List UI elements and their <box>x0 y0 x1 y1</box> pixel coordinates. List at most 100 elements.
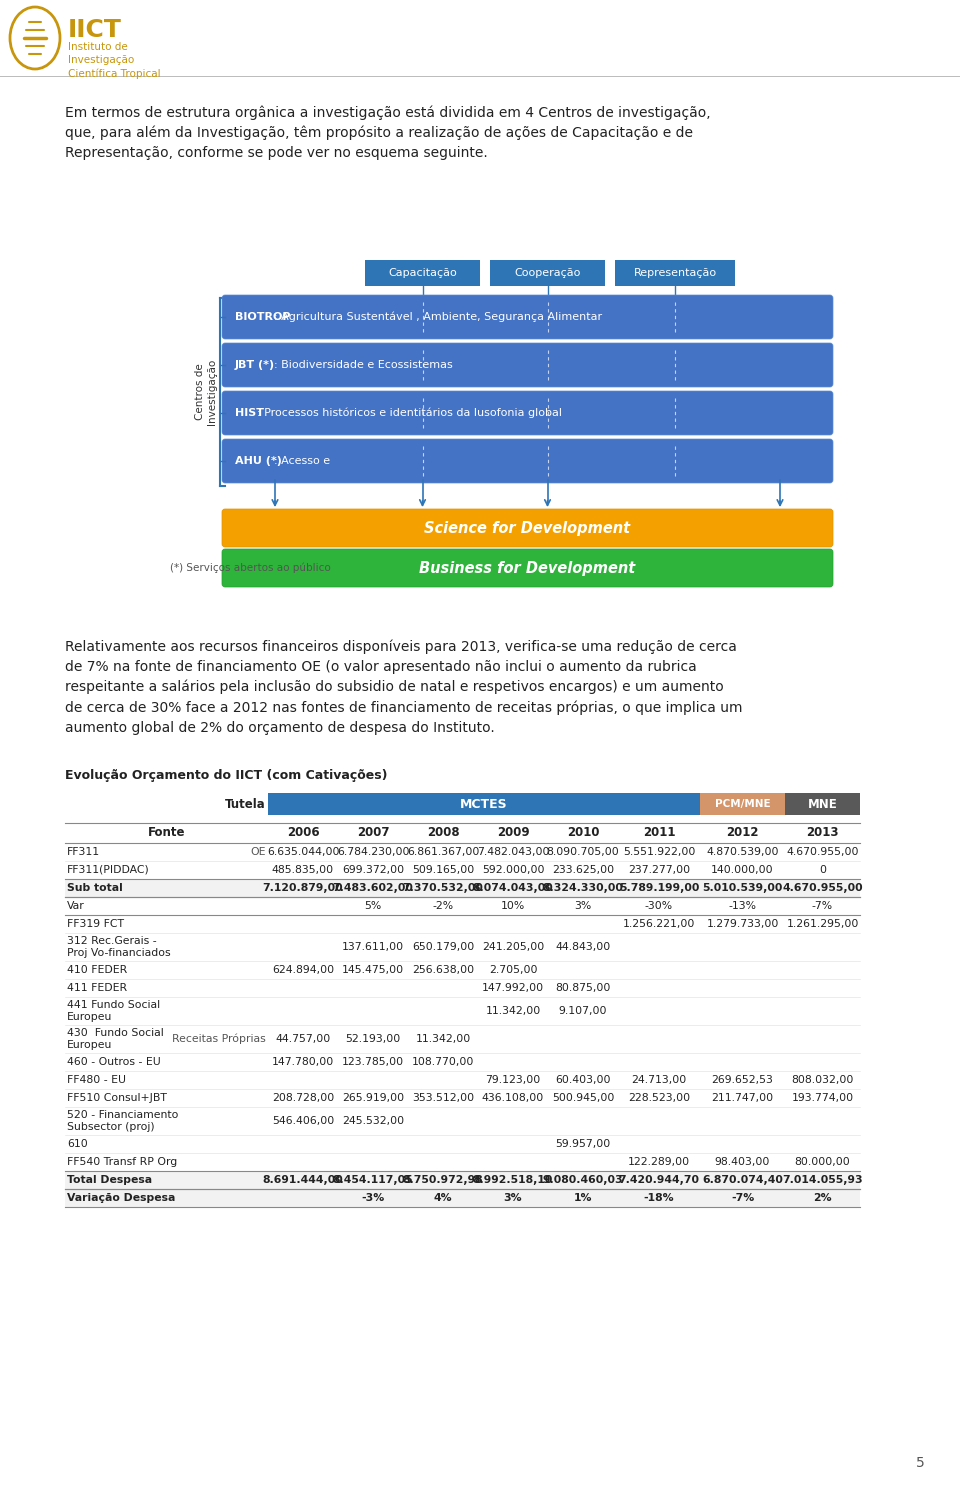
Text: 245.532,00: 245.532,00 <box>342 1116 404 1126</box>
Text: 5.789.199,00: 5.789.199,00 <box>619 882 699 893</box>
Text: 10%: 10% <box>501 900 525 911</box>
Text: Cooperação: Cooperação <box>515 268 581 279</box>
Text: AHU (*): AHU (*) <box>235 455 282 466</box>
FancyBboxPatch shape <box>222 548 833 587</box>
FancyBboxPatch shape <box>365 261 480 286</box>
Text: 4.670.955,00: 4.670.955,00 <box>786 846 859 857</box>
Text: 256.638,00: 256.638,00 <box>412 965 474 975</box>
Text: 8.992.518,10: 8.992.518,10 <box>473 1174 553 1185</box>
Text: HIST: HIST <box>235 407 264 418</box>
Text: 9.107,00: 9.107,00 <box>559 1007 608 1016</box>
Text: 2009: 2009 <box>496 827 529 839</box>
Text: 2010: 2010 <box>566 827 599 839</box>
Text: 5%: 5% <box>365 900 382 911</box>
Text: 108.770,00: 108.770,00 <box>412 1058 474 1067</box>
Text: 4.670.955,00: 4.670.955,00 <box>782 882 863 893</box>
Text: 312 Rec.Gerais -
Proj Vo-financiados: 312 Rec.Gerais - Proj Vo-financiados <box>67 936 171 957</box>
Text: 60.403,00: 60.403,00 <box>555 1076 611 1085</box>
Text: Em termos de estrutura orgânica a investigação está dividida em 4 Centros de inv: Em termos de estrutura orgânica a invest… <box>65 105 710 160</box>
Text: 98.403,00: 98.403,00 <box>715 1156 770 1167</box>
Text: PCM/MNE: PCM/MNE <box>714 798 770 809</box>
Text: 1.256.221,00: 1.256.221,00 <box>623 918 695 929</box>
Text: 24.713,00: 24.713,00 <box>632 1076 686 1085</box>
Text: Science for Development: Science for Development <box>424 520 631 535</box>
Text: 147.780,00: 147.780,00 <box>272 1058 334 1067</box>
Text: 11.342,00: 11.342,00 <box>416 1034 470 1044</box>
Text: 145.475,00: 145.475,00 <box>342 965 404 975</box>
FancyBboxPatch shape <box>222 509 833 547</box>
FancyBboxPatch shape <box>65 1189 860 1207</box>
Text: 441 Fundo Social
Europeu: 441 Fundo Social Europeu <box>67 1001 160 1022</box>
Text: 123.785,00: 123.785,00 <box>342 1058 404 1067</box>
FancyBboxPatch shape <box>615 261 735 286</box>
Text: 6.784.230,00: 6.784.230,00 <box>337 846 409 857</box>
Text: MCTES: MCTES <box>460 797 508 810</box>
FancyBboxPatch shape <box>65 1171 860 1189</box>
Text: 8.454.117,05: 8.454.117,05 <box>333 1174 414 1185</box>
Text: 4.870.539,00: 4.870.539,00 <box>707 846 779 857</box>
Text: 808.032,00: 808.032,00 <box>791 1076 853 1085</box>
Text: 59.957,00: 59.957,00 <box>556 1138 611 1149</box>
Text: 7.420.944,70: 7.420.944,70 <box>618 1174 700 1185</box>
Text: 2012: 2012 <box>727 827 758 839</box>
Text: 7.014.055,93: 7.014.055,93 <box>782 1174 863 1185</box>
Text: -3%: -3% <box>361 1192 385 1203</box>
Text: Total Despesa: Total Despesa <box>67 1174 152 1185</box>
Text: 237.277,00: 237.277,00 <box>628 864 690 875</box>
FancyBboxPatch shape <box>65 879 860 897</box>
Text: 610: 610 <box>67 1138 87 1149</box>
Text: FF480 - EU: FF480 - EU <box>67 1076 126 1085</box>
Text: 233.625,00: 233.625,00 <box>552 864 614 875</box>
Text: FF311: FF311 <box>67 846 100 857</box>
Text: 410 FEDER: 410 FEDER <box>67 965 128 975</box>
Text: 211.747,00: 211.747,00 <box>711 1094 774 1103</box>
Text: 269.652,53: 269.652,53 <box>711 1076 774 1085</box>
Text: 3%: 3% <box>574 900 591 911</box>
FancyBboxPatch shape <box>700 792 785 815</box>
FancyBboxPatch shape <box>222 391 833 434</box>
Text: 4%: 4% <box>434 1192 452 1203</box>
Text: -18%: -18% <box>644 1192 674 1203</box>
Text: 7.482.043,00: 7.482.043,00 <box>477 846 549 857</box>
Text: 44.757,00: 44.757,00 <box>276 1034 330 1044</box>
Text: Representação: Representação <box>634 268 716 279</box>
Text: 11.342,00: 11.342,00 <box>486 1007 540 1016</box>
Text: 353.512,00: 353.512,00 <box>412 1094 474 1103</box>
Text: BIOTROP: BIOTROP <box>235 312 291 322</box>
Text: 3%: 3% <box>504 1192 522 1203</box>
Text: 2013: 2013 <box>806 827 839 839</box>
Text: Instituto de
Investigação
Científica Tropical: Instituto de Investigação Científica Tro… <box>68 42 160 79</box>
Text: Variação Despesa: Variação Despesa <box>67 1192 176 1203</box>
Text: 1.279.733,00: 1.279.733,00 <box>707 918 779 929</box>
Text: 7.483.602,00: 7.483.602,00 <box>332 882 414 893</box>
Text: 2006: 2006 <box>287 827 320 839</box>
FancyBboxPatch shape <box>222 343 833 386</box>
Text: 193.774,00: 193.774,00 <box>791 1094 853 1103</box>
Text: 8.090.705,00: 8.090.705,00 <box>546 846 619 857</box>
Text: 8.691.444,00: 8.691.444,00 <box>263 1174 344 1185</box>
Text: : Acesso e: : Acesso e <box>274 455 329 466</box>
Text: 5: 5 <box>916 1456 924 1470</box>
Text: -7%: -7% <box>812 900 833 911</box>
Text: Fonte: Fonte <box>148 827 185 839</box>
Text: Evolução Orçamento do IICT (com Cativações): Evolução Orçamento do IICT (com Cativaçõ… <box>65 768 388 782</box>
Text: 699.372,00: 699.372,00 <box>342 864 404 875</box>
Text: 6.635.044,00: 6.635.044,00 <box>267 846 339 857</box>
Text: 2007: 2007 <box>357 827 389 839</box>
Text: 140.000,00: 140.000,00 <box>711 864 774 875</box>
Text: 228.523,00: 228.523,00 <box>628 1094 690 1103</box>
Text: 624.894,00: 624.894,00 <box>272 965 334 975</box>
Text: 2011: 2011 <box>643 827 675 839</box>
Text: 137.611,00: 137.611,00 <box>342 942 404 953</box>
Text: 265.919,00: 265.919,00 <box>342 1094 404 1103</box>
Text: OE: OE <box>251 846 266 857</box>
Text: 0: 0 <box>819 864 826 875</box>
Text: 9.080.460,03: 9.080.460,03 <box>542 1174 623 1185</box>
Text: 650.179,00: 650.179,00 <box>412 942 474 953</box>
Text: 7.370.532,00: 7.370.532,00 <box>402 882 484 893</box>
Text: 2.705,00: 2.705,00 <box>489 965 538 975</box>
Text: 80.000,00: 80.000,00 <box>795 1156 851 1167</box>
Text: -13%: -13% <box>729 900 756 911</box>
Text: -2%: -2% <box>432 900 453 911</box>
Text: 5.551.922,00: 5.551.922,00 <box>623 846 695 857</box>
